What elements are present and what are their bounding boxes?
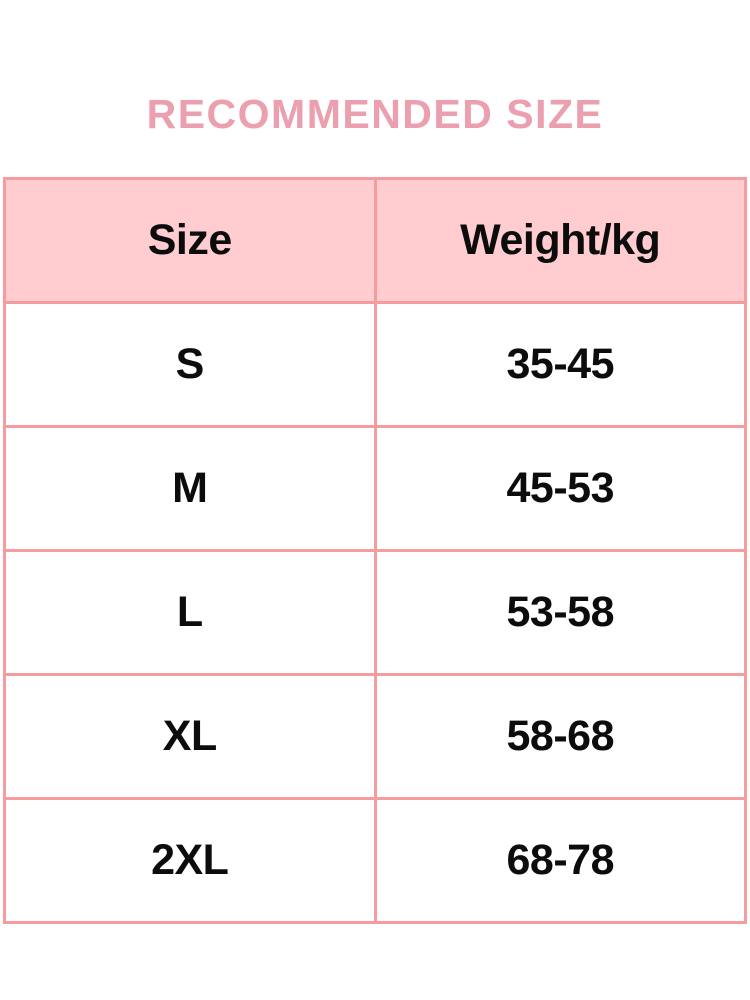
size-cell: M [3, 425, 377, 552]
table-row: L 53-58 [3, 549, 747, 676]
size-cell: S [3, 301, 377, 428]
weight-cell: 68-78 [373, 797, 747, 924]
size-cell: XL [3, 673, 377, 800]
size-table-body: S 35-45 M 45-53 L 53-58 XL 58-68 2XL 68-78 [3, 301, 747, 924]
header-row: Size Weight/kg [3, 177, 747, 304]
table-row: M 45-53 [3, 425, 747, 552]
size-table: Size Weight/kg S 35-45 M 45-53 L 53-58 XL 58-68… [3, 177, 747, 924]
weight-cell: 58-68 [373, 673, 747, 800]
column-header-size: Size [3, 177, 377, 304]
column-header-weight: Weight/kg [373, 177, 747, 304]
table-row: XL 58-68 [3, 673, 747, 800]
page-title: RECOMMENDED SIZE [146, 91, 604, 137]
weight-cell: 53-58 [373, 549, 747, 676]
size-table-header: Size Weight/kg [3, 177, 747, 304]
weight-cell: 35-45 [373, 301, 747, 428]
table-row: S 35-45 [3, 301, 747, 428]
weight-cell: 45-53 [373, 425, 747, 552]
size-cell: 2XL [3, 797, 377, 924]
table-row: 2XL 68-78 [3, 797, 747, 924]
size-cell: L [3, 549, 377, 676]
